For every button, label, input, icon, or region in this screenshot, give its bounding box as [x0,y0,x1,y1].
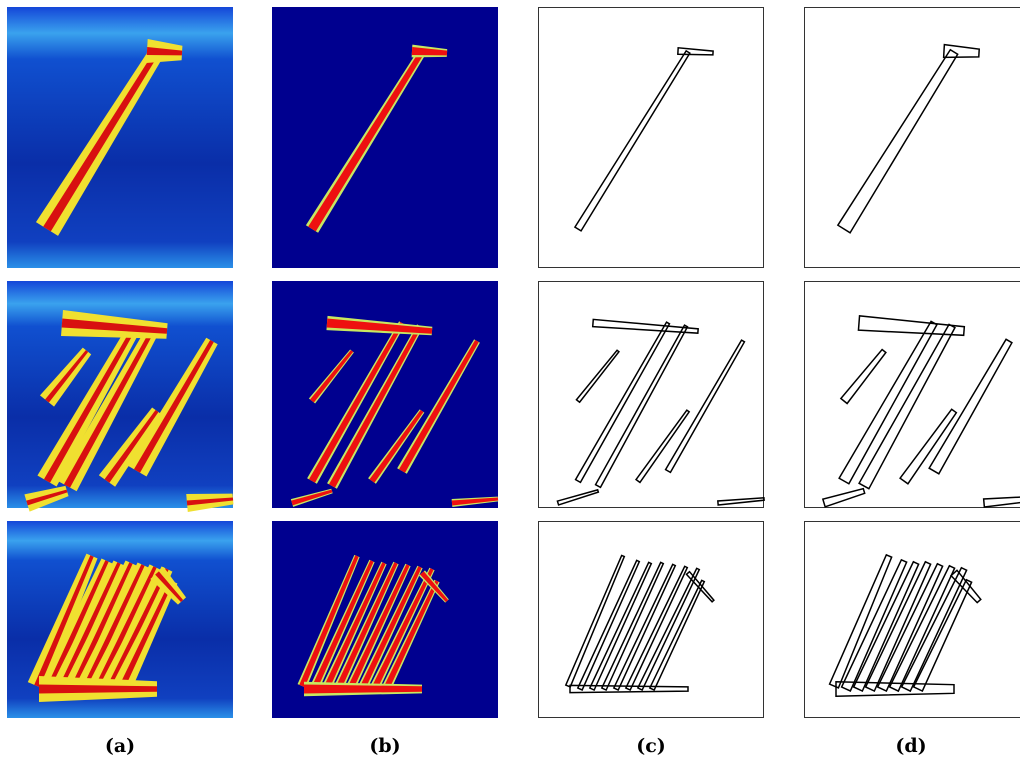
panel [7,7,233,268]
frame [805,282,1020,508]
caption: (d) [895,735,926,757]
panel [805,282,1020,508]
spectrogram [7,7,233,268]
panel [539,8,764,268]
panel [539,282,765,508]
panel [272,521,498,718]
panel [805,522,1020,718]
caption: (b) [369,735,400,757]
panel [539,522,764,718]
panel [7,281,233,512]
segmentation-bg [272,7,498,268]
page: (a) (b) (c) (d) (() => { const data = JS… [0,0,1020,763]
frame [805,8,1020,268]
caption: (c) [636,735,666,757]
panel [272,281,498,508]
figure: (a) (b) (c) (d) [0,0,1020,763]
frame [539,8,764,268]
caption: (a) [105,735,135,757]
panel [805,8,1020,268]
panel [272,7,498,268]
panel [7,521,233,718]
